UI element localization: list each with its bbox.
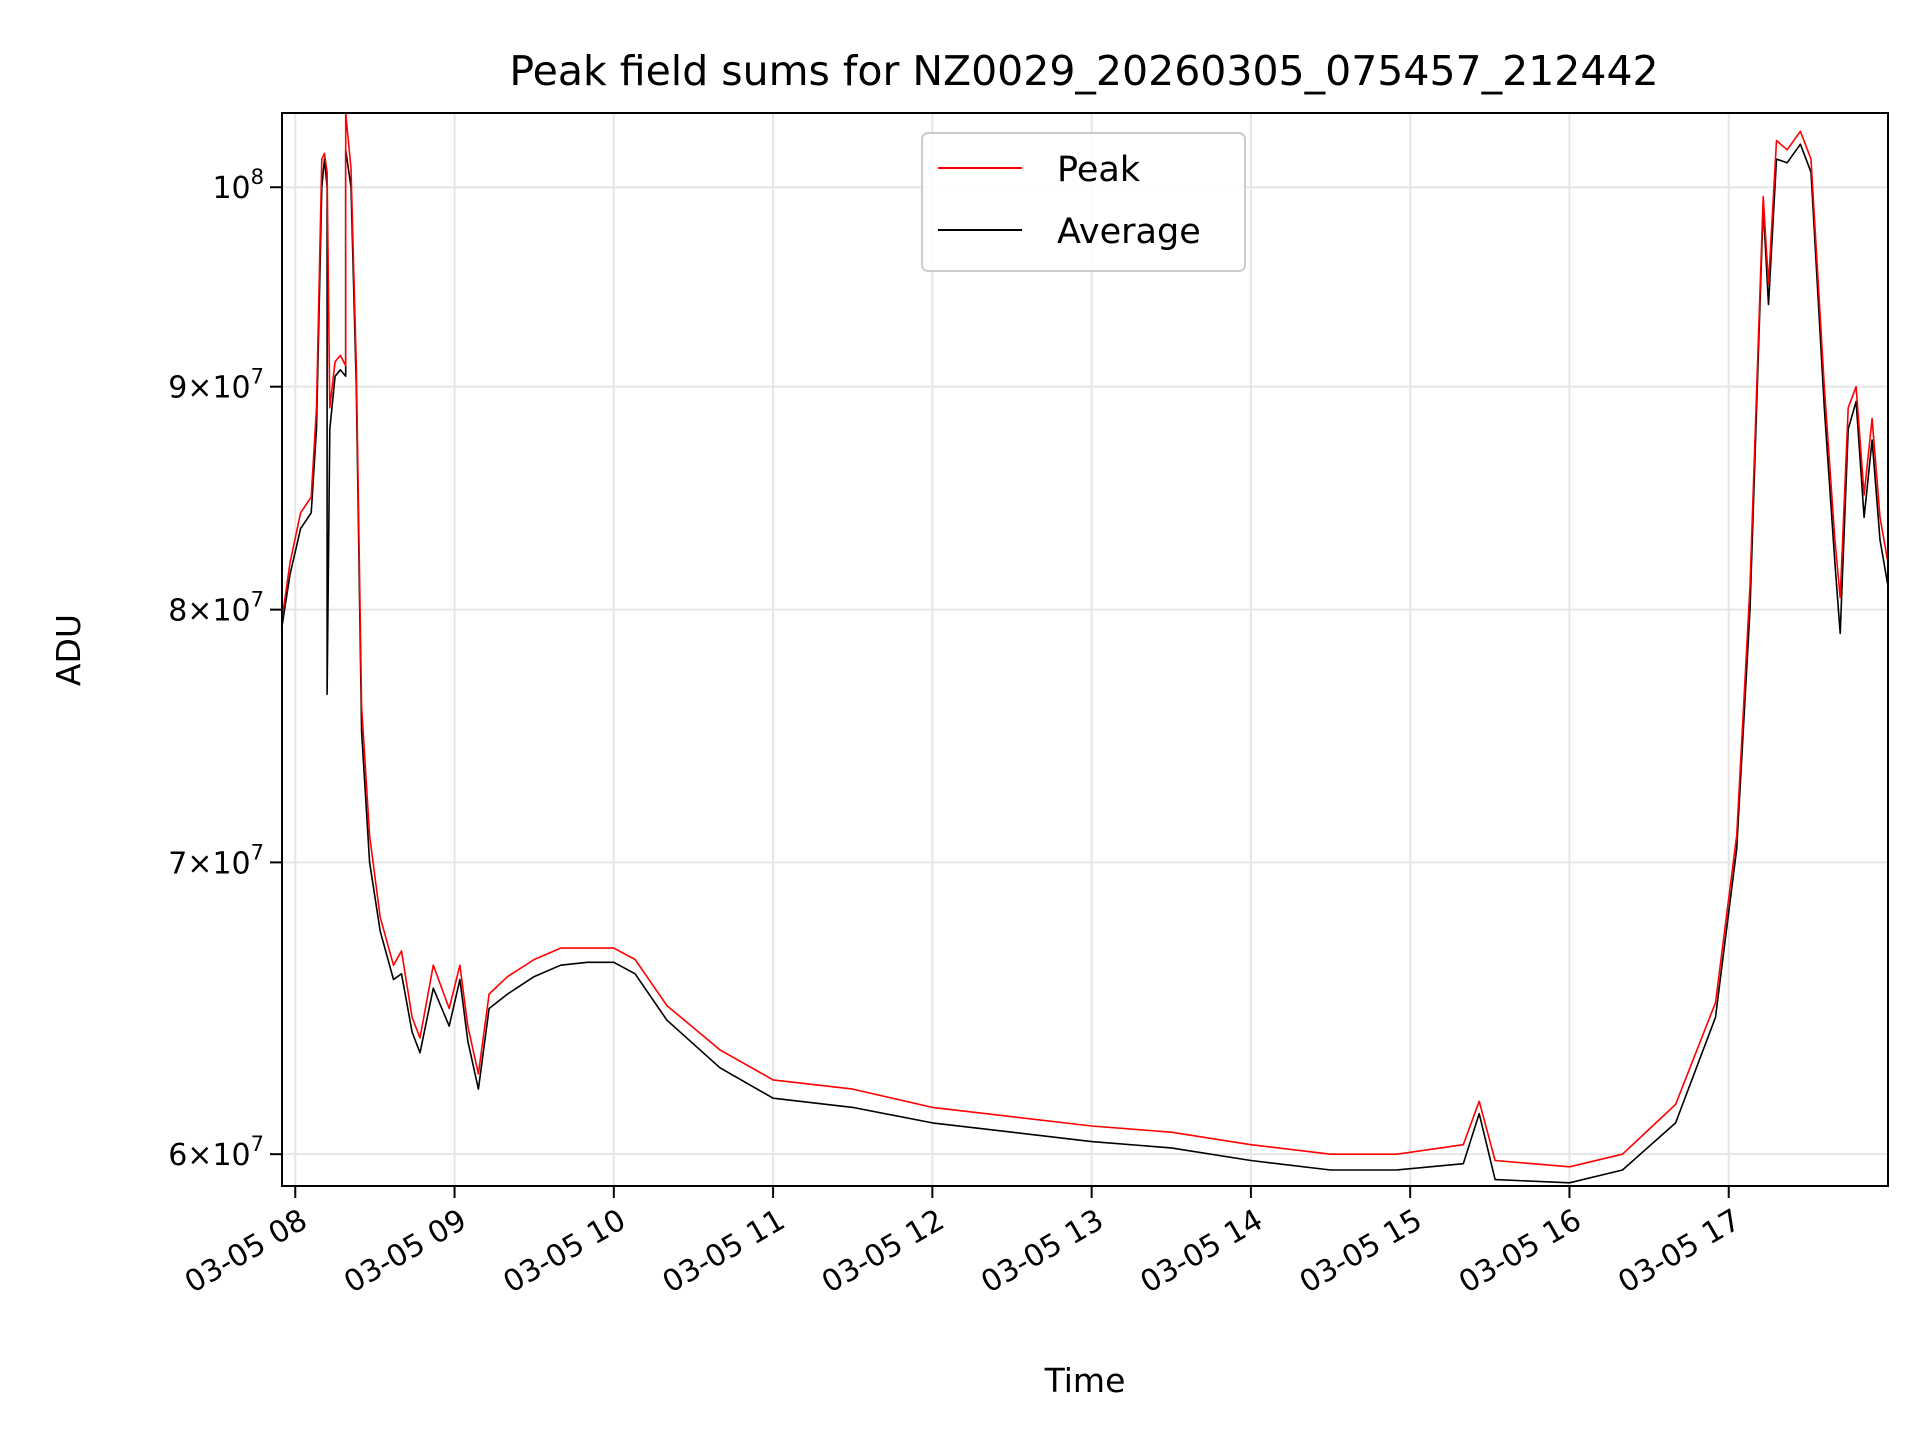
legend-label-average: Average — [1057, 212, 1201, 252]
y-tick-exponent: 7 — [251, 588, 264, 612]
y-tick-base: 7×10 — [168, 846, 250, 881]
legend: Peak Average — [921, 132, 1246, 272]
chart-title: Peak field sums for NZ0029_20260305_0754… — [509, 47, 1658, 95]
y-tick-exponent: 7 — [251, 1132, 264, 1156]
y-tick-label: 6×107 — [168, 1132, 264, 1173]
y-tick-base: 8×10 — [168, 594, 250, 629]
y-tick-exponent: 8 — [251, 165, 264, 189]
y-tick-label: 9×107 — [168, 365, 264, 406]
y-tick-label: 7×107 — [168, 840, 264, 881]
series-line-average — [281, 143, 1889, 1184]
y-tick-label: 108 — [212, 165, 264, 206]
series-line-peak — [281, 112, 1889, 1168]
y-tick-base: 6×10 — [168, 1138, 250, 1173]
y-tick-exponent: 7 — [251, 840, 264, 864]
x-axis-label: Time — [1044, 1361, 1126, 1400]
plot-area-frame — [281, 112, 1889, 1187]
y-tick-label: 8×107 — [168, 588, 264, 629]
legend-label-peak: Peak — [1057, 150, 1141, 190]
y-tick-base: 9×10 — [168, 371, 250, 406]
y-tick-exponent: 7 — [251, 365, 264, 389]
y-tick-base: 10 — [212, 171, 250, 206]
y-axis-label: ADU — [49, 614, 88, 686]
series-layer — [281, 112, 1889, 1184]
